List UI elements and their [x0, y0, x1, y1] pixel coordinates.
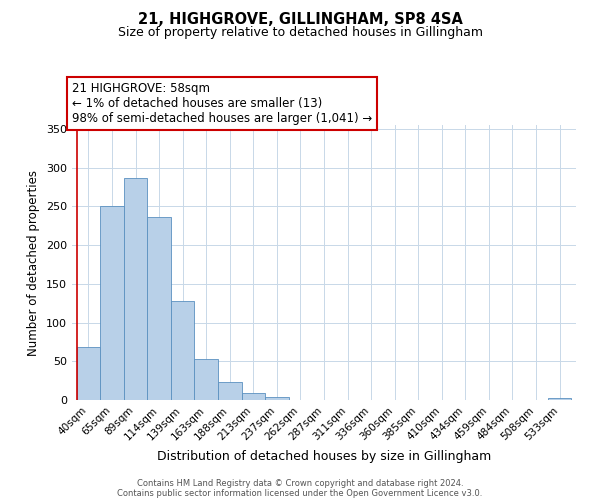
Bar [148, 217, 171, 400]
Text: Contains HM Land Registry data © Crown copyright and database right 2024.: Contains HM Land Registry data © Crown c… [137, 478, 463, 488]
Bar [124, 178, 148, 400]
Text: 21, HIGHGROVE, GILLINGHAM, SP8 4SA: 21, HIGHGROVE, GILLINGHAM, SP8 4SA [137, 12, 463, 28]
Bar [242, 393, 265, 400]
Bar [548, 398, 571, 400]
Bar [77, 348, 100, 400]
Y-axis label: Number of detached properties: Number of detached properties [28, 170, 40, 356]
Bar [100, 206, 124, 400]
Text: 21 HIGHGROVE: 58sqm
← 1% of detached houses are smaller (13)
98% of semi-detache: 21 HIGHGROVE: 58sqm ← 1% of detached hou… [72, 82, 372, 125]
X-axis label: Distribution of detached houses by size in Gillingham: Distribution of detached houses by size … [157, 450, 491, 463]
Text: Size of property relative to detached houses in Gillingham: Size of property relative to detached ho… [118, 26, 482, 39]
Bar [194, 359, 218, 400]
Bar [265, 397, 289, 400]
Bar [218, 382, 242, 400]
Text: Contains public sector information licensed under the Open Government Licence v3: Contains public sector information licen… [118, 488, 482, 498]
Bar [171, 301, 194, 400]
